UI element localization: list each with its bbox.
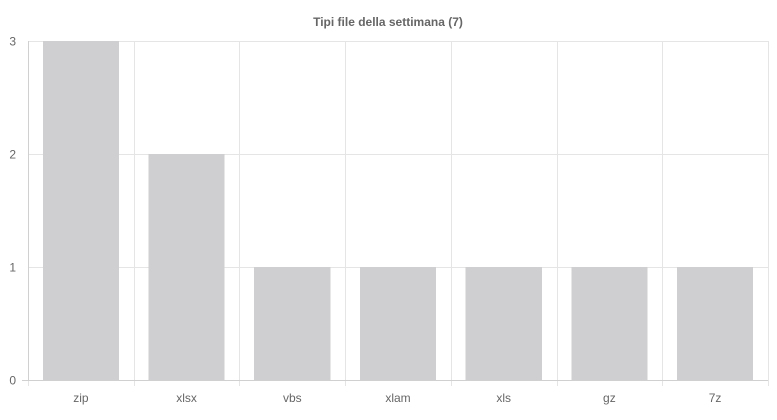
label-layer: 0 1 2 3 zip xlsx vbs xlam xls gz 7z — [9, 35, 721, 406]
y-tick-label: 2 — [9, 148, 16, 162]
x-tick-label: xlsx — [176, 391, 197, 405]
bar-xls[interactable] — [465, 267, 542, 380]
bar-vbs[interactable] — [254, 267, 331, 380]
y-tick-label: 0 — [9, 374, 16, 388]
y-tick-label: 1 — [9, 261, 16, 275]
x-tick-label: vbs — [283, 391, 302, 405]
bar-gz[interactable] — [571, 267, 648, 380]
bar-xlam[interactable] — [359, 267, 436, 380]
bar-xlsx[interactable] — [148, 154, 225, 380]
bar-layer — [42, 41, 754, 380]
x-tick-label: zip — [73, 391, 89, 405]
x-tick-label: gz — [603, 391, 616, 405]
bar-zip[interactable] — [42, 41, 119, 380]
x-tick-label: 7z — [709, 391, 722, 405]
axis-layer — [22, 41, 768, 381]
x-tick-label: xls — [496, 391, 511, 405]
y-tick-label: 3 — [9, 35, 16, 49]
x-tick-label: xlam — [385, 391, 410, 405]
chart-title: Tipi file della settimana (7) — [313, 15, 463, 29]
bar-7z[interactable] — [677, 267, 754, 380]
